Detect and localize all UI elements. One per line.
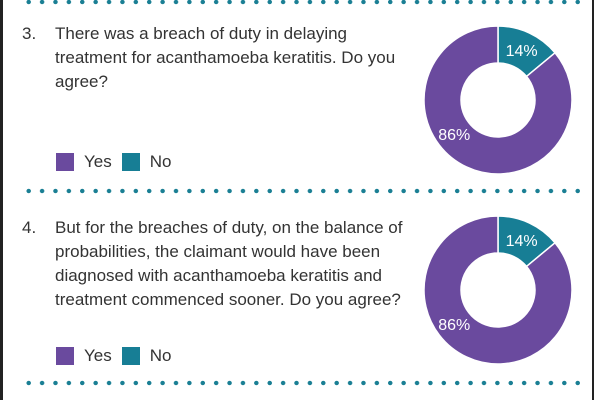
question-number: 4. bbox=[22, 218, 37, 237]
legend-swatch-yes bbox=[56, 153, 74, 171]
question-text: But for the breaches of duty, on the bal… bbox=[55, 218, 403, 309]
question-text: There was a breach of duty in delaying t… bbox=[55, 24, 396, 91]
donut-chart-q3: 14% 86% bbox=[423, 25, 573, 175]
legend-label-no: No bbox=[149, 346, 172, 365]
right-border bbox=[592, 0, 594, 400]
legend-label-yes: Yes bbox=[84, 152, 112, 171]
donut-chart-q4: 14% 86% bbox=[423, 215, 573, 365]
dotted-divider bbox=[22, 188, 582, 194]
legend: Yes No bbox=[56, 152, 181, 172]
data-label-yes: 86% bbox=[438, 317, 470, 334]
data-label-yes: 86% bbox=[438, 127, 470, 144]
left-border bbox=[0, 0, 3, 400]
data-label-no: 14% bbox=[506, 233, 538, 250]
legend: Yes No bbox=[56, 346, 181, 366]
legend-label-yes: Yes bbox=[84, 346, 112, 365]
legend-swatch-yes bbox=[56, 347, 74, 365]
data-label-no: 14% bbox=[506, 43, 538, 60]
dotted-divider bbox=[22, 380, 582, 386]
question-4: 4. But for the breaches of duty, on the … bbox=[22, 216, 415, 312]
question-number: 3. bbox=[22, 24, 37, 43]
legend-label-no: No bbox=[149, 152, 172, 171]
dotted-divider bbox=[22, 0, 582, 5]
donut-slice-yes bbox=[423, 25, 573, 175]
legend-swatch-no bbox=[121, 153, 140, 171]
donut-slice-yes bbox=[423, 215, 573, 365]
question-3: 3. There was a breach of duty in delayin… bbox=[22, 22, 415, 94]
legend-swatch-no bbox=[121, 347, 140, 365]
